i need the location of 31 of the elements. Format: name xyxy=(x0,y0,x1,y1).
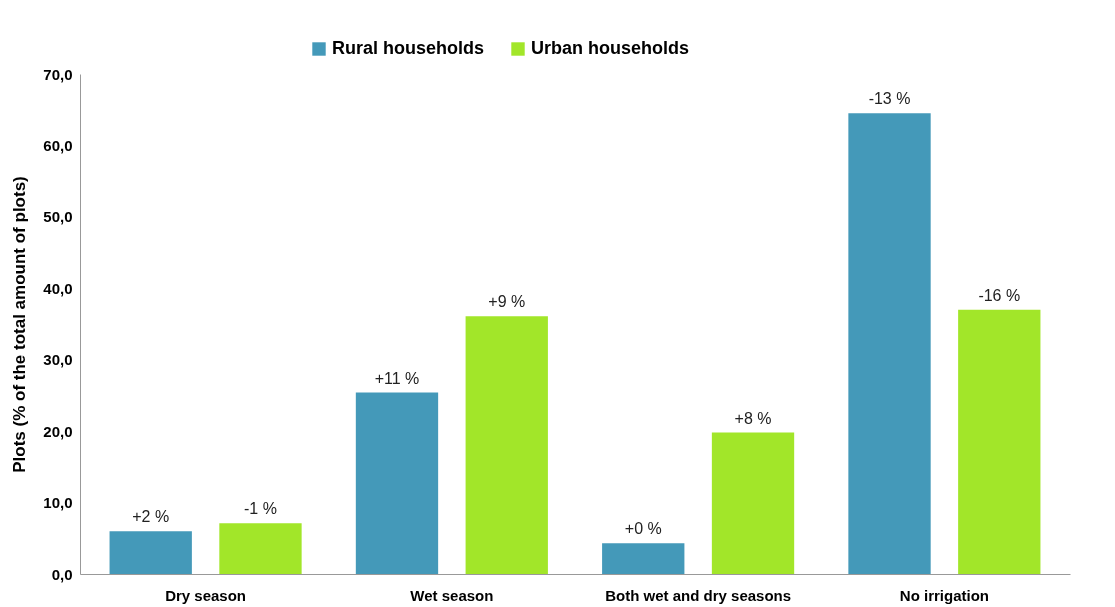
annotation: +11 % xyxy=(374,369,420,387)
bar xyxy=(602,543,685,574)
annotation: +9 % xyxy=(488,293,526,311)
annotation: +8 % xyxy=(734,409,772,427)
y-tick-label: 50,0 xyxy=(43,208,73,226)
x-tick-label: No irrigation xyxy=(899,586,989,604)
y-tick-label: 30,0 xyxy=(43,351,73,369)
legend-label: Rural households xyxy=(332,38,485,58)
annotation: +2 % xyxy=(132,508,170,526)
y-tick-label: 70,0 xyxy=(43,65,73,83)
bar xyxy=(958,309,1041,574)
annotation: -16 % xyxy=(978,286,1021,304)
annotation: +0 % xyxy=(624,520,662,538)
y-tick-label: 10,0 xyxy=(43,494,73,512)
bar xyxy=(219,523,302,574)
annotation: -1 % xyxy=(244,500,277,518)
legend-label: Urban households xyxy=(531,38,690,58)
y-tick-label: 20,0 xyxy=(43,422,73,440)
y-tick-label: 0,0 xyxy=(51,565,73,583)
x-tick-label: Wet season xyxy=(410,586,494,604)
x-tick-label: Dry season xyxy=(165,586,247,604)
y-tick-label: 40,0 xyxy=(43,279,73,297)
bar xyxy=(848,113,931,574)
bar xyxy=(711,432,795,574)
annotation: -13 % xyxy=(868,90,911,108)
bar xyxy=(355,392,439,574)
y-axis-title: Plots (% of the total amount of plots) xyxy=(10,176,30,473)
bar xyxy=(109,531,192,574)
bar xyxy=(465,316,548,574)
x-tick-label: Both wet and dry seasons xyxy=(605,586,792,604)
y-tick-label: 60,0 xyxy=(43,136,73,154)
